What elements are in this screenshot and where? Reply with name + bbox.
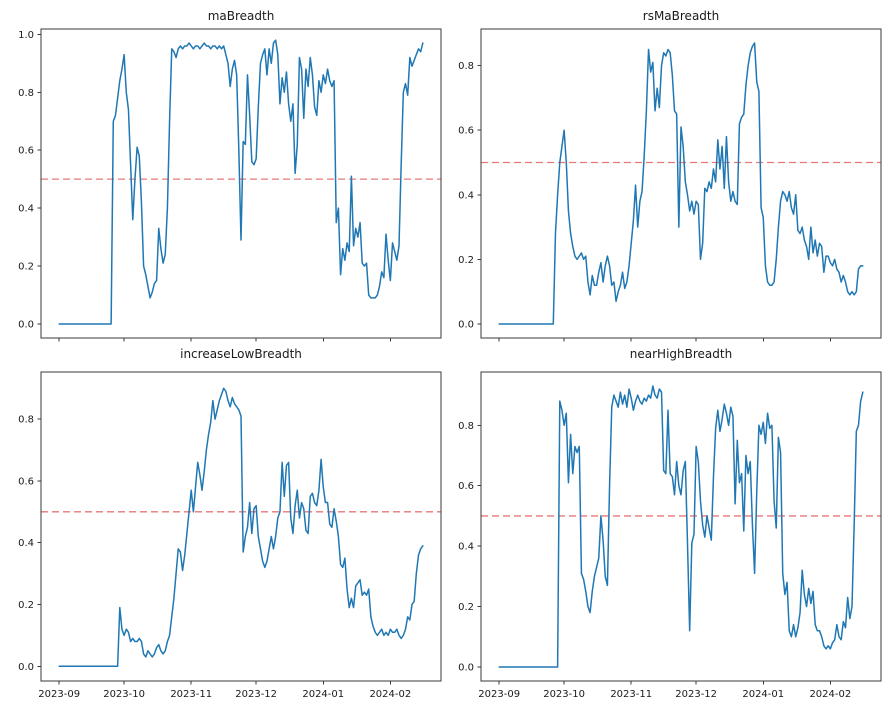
svg-text:0.8: 0.8: [458, 61, 474, 72]
svg-text:0.4: 0.4: [18, 538, 34, 549]
svg-text:0.4: 0.4: [458, 190, 474, 201]
svg-text:0.2: 0.2: [18, 600, 34, 611]
svg-text:0.6: 0.6: [458, 481, 474, 492]
svg-text:2023-11: 2023-11: [170, 689, 212, 700]
chart-title-nearHighBreadth: nearHighBreadth: [629, 347, 733, 361]
chart-title-maBreadth: maBreadth: [207, 9, 275, 23]
svg-text:2023-09: 2023-09: [38, 689, 80, 700]
chart-rsMaBreadth: 0.0 0.2 0.4 0.6 0.8: [458, 28, 882, 342]
svg-text:0.2: 0.2: [458, 255, 474, 266]
chart-increaseLowBreadth: 0.0 0.2 0.4 0.6 0.8 2023-09 2023-10 2023-11 2023…: [18, 371, 442, 700]
svg-text:2024-01: 2024-01: [302, 689, 344, 700]
svg-text:0.6: 0.6: [458, 126, 474, 137]
svg-text:2023-10: 2023-10: [103, 689, 145, 700]
svg-text:0.0: 0.0: [458, 319, 474, 330]
svg-text:2024-02: 2024-02: [809, 689, 851, 700]
svg-text:2024-02: 2024-02: [369, 689, 411, 700]
svg-text:2023-11: 2023-11: [610, 689, 652, 700]
svg-text:2023-09: 2023-09: [478, 689, 520, 700]
svg-text:0.0: 0.0: [18, 319, 34, 330]
svg-text:0.6: 0.6: [18, 146, 34, 157]
chart-title-rsMaBreadth: rsMaBreadth: [642, 9, 720, 23]
svg-text:2023-12: 2023-12: [235, 689, 277, 700]
svg-text:0.0: 0.0: [458, 662, 474, 673]
svg-text:0.2: 0.2: [458, 602, 474, 613]
svg-text:0.4: 0.4: [458, 542, 474, 553]
chart-title-increaseLowBreadth: increaseLowBreadth: [180, 347, 302, 361]
svg-text:2023-10: 2023-10: [543, 689, 585, 700]
chart-maBreadth: 0.0 0.2 0.4 0.6 0.8 1.0: [18, 28, 442, 342]
svg-text:0.8: 0.8: [18, 415, 34, 426]
svg-text:0.8: 0.8: [18, 88, 34, 99]
svg-text:2023-12: 2023-12: [675, 689, 717, 700]
svg-text:2024-01: 2024-01: [742, 689, 784, 700]
svg-text:0.6: 0.6: [18, 476, 34, 487]
chart-nearHighBreadth: 0.0 0.2 0.4 0.6 0.8 2023-09 2023-10 2023-11 2023…: [458, 371, 882, 700]
svg-text:0.4: 0.4: [18, 204, 34, 215]
svg-text:0.2: 0.2: [18, 262, 34, 273]
svg-text:0.8: 0.8: [458, 421, 474, 432]
svg-text:1.0: 1.0: [18, 30, 34, 41]
svg-text:0.0: 0.0: [18, 662, 34, 673]
